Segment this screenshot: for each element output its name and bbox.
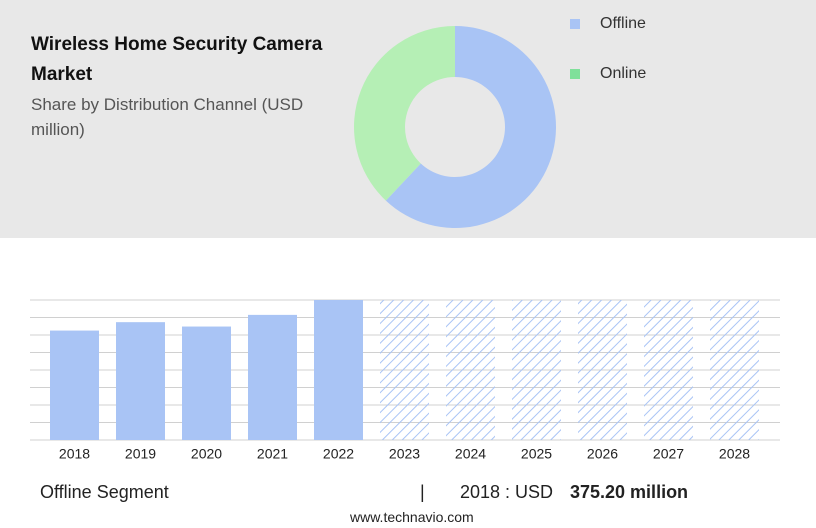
chart-title: Wireless Home Security Camera Market	[31, 34, 323, 85]
value-text: 375.20 million	[570, 482, 689, 502]
legend-label: Online	[600, 65, 646, 82]
forecast-placeholder	[644, 300, 693, 440]
year-text: 2018 : USD	[460, 482, 554, 502]
source: www.technavio.com	[350, 509, 474, 525]
segment-label: Offline Segment	[40, 482, 169, 502]
donut-slice	[354, 25, 455, 201]
forecast-placeholder	[380, 300, 429, 440]
chart-subtitle: Share by Distribution Channel (USD milli…	[31, 95, 304, 139]
legend-swatch	[570, 69, 580, 79]
separator: |	[420, 482, 425, 502]
forecast-placeholder	[512, 300, 561, 440]
x-tick-label: 2023	[389, 446, 420, 462]
bar	[314, 300, 363, 440]
x-tick-label: 2019	[125, 446, 156, 462]
x-tick-label: 2022	[323, 446, 354, 462]
x-tick-label: 2018	[59, 446, 90, 462]
donut-slice	[385, 26, 557, 228]
forecast-placeholder	[446, 300, 495, 440]
bar	[50, 330, 99, 440]
bar	[248, 314, 297, 440]
legend-swatch	[570, 19, 580, 29]
x-tick-label: 2026	[587, 446, 618, 462]
x-tick-label: 2024	[455, 446, 486, 462]
x-tick-label: 2028	[719, 446, 750, 462]
x-tick-label: 2027	[653, 446, 684, 462]
bar	[116, 322, 165, 440]
forecast-placeholder	[578, 300, 627, 440]
x-tick-label: 2025	[521, 446, 552, 462]
forecast-placeholder	[710, 300, 759, 440]
x-tick-label: 2020	[191, 446, 222, 462]
legend-label: Offline	[600, 15, 646, 32]
x-tick-label: 2021	[257, 446, 288, 462]
bar	[182, 326, 231, 440]
